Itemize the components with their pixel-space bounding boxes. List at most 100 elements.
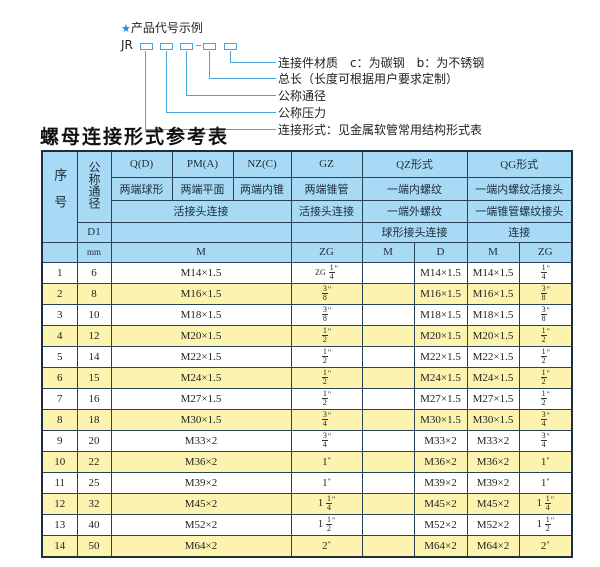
header-seq-text: 序号 [52,167,68,222]
cell-qg-zg: 3 4 " [518,408,573,431]
cell-m: M24×1.5 [110,366,292,389]
numerator: 1 [321,389,328,399]
cell-qz-d: M27×1.5 [413,387,468,410]
cell-qz-m [361,387,415,410]
inch-mark: " [327,390,332,399]
whole-part: 1 [322,455,328,468]
cell-m: M39×2 [110,471,292,494]
legend-connection-type: 连接形式：见金属软管常用结构形式表 [278,123,483,137]
table-row: 12 32 M45×2 1 1 4 " M45×2 M45×2 1 1 4 " [41,492,573,515]
legend-title: ★产品代号示例 [121,19,203,36]
denominator: 2 [541,398,546,407]
cell-seq: 10 [41,450,78,473]
code-box [224,43,237,50]
inch-mark: " [546,306,550,315]
inch-mark: " [546,264,550,273]
cell-qz-d: M64×2 [413,534,468,557]
cell-d1: 8 [76,282,112,305]
whole-part: 1 [317,497,324,510]
table-row: 3 10 M18×1.5 3 8 " M18×1.5 M18×1.5 3 8 " [41,303,573,326]
header-seq: 序号 [41,150,78,243]
cell-seq: 6 [41,366,78,389]
cell-d1: 32 [76,492,112,515]
numerator: 1 [328,263,335,273]
cell-qz-d: M33×2 [413,429,468,452]
cell-qz-m [361,261,415,284]
cell-d1: 25 [76,471,112,494]
cell-zg: 1 2 " [290,345,363,368]
leader-line [186,51,276,96]
legend-nominal-diameter: 公称通径 [278,89,327,103]
cell-qz-m [361,534,415,557]
cell-qz-d: M16×1.5 [413,282,468,305]
cell-m: M33×2 [110,429,292,452]
code-box [203,43,216,50]
cell-m: M22×1.5 [110,345,292,368]
numerator: 1 [325,515,332,525]
table-row: 6 15 M24×1.5 1 2 " M24×1.5 M24×1.5 1 2 " [41,366,573,389]
cell-zg: 1 2 " [290,366,363,389]
header-unit-qz-d: D [413,241,468,263]
cell-qg-m: M52×2 [466,513,520,536]
leader-line [209,51,276,79]
cell-qg-zg: 3 8 " [518,303,573,326]
inch-mark: " [546,432,550,441]
cell-d1: 10 [76,303,112,326]
cell-seq: 1 [41,261,78,284]
cell-zg: 1" [290,450,363,473]
table-row: 8 18 M30×1.5 3 4 " M30×1.5 M30×1.5 3 4 " [41,408,573,431]
cell-qz-d: M24×1.5 [413,366,468,389]
code-box [140,43,153,50]
denominator: 8 [541,293,546,302]
cell-qg-zg: 1 4 " [518,261,573,284]
cell-zg: 2" [290,534,363,557]
cell-qg-zg: 3 4 " [518,429,573,452]
table-row: 5 14 M22×1.5 1 2 " M22×1.5 M22×1.5 1 2 " [41,345,573,368]
numerator: 3 [540,410,547,420]
numerator: 1 [540,347,547,357]
cell-qz-m [361,450,415,473]
cell-m: M27×1.5 [110,387,292,410]
cell-qz-m [361,492,415,515]
cell-zg: 3 4 " [290,408,363,431]
cell-zg: 1 1 2 " [290,513,363,536]
cell-qg-m: M16×1.5 [466,282,520,305]
cell-qg-zg: 1" [518,471,573,494]
numerator: 3 [321,305,328,315]
header-conn: 活接头连接 [290,199,363,223]
denominator: 8 [322,293,327,302]
cell-d1: 14 [76,345,112,368]
cell-qg-m: M64×2 [466,534,520,557]
cell-qg-m: M27×1.5 [466,387,520,410]
denominator: 4 [322,419,327,428]
inch-mark: " [546,539,550,549]
cell-zg: 1 2 " [290,387,363,410]
cell-seq: 9 [41,429,78,452]
cell-qz-m [361,345,415,368]
denominator: 2 [541,335,546,344]
code-dash [196,45,201,46]
cell-seq: 11 [41,471,78,494]
cell-m: M36×2 [110,450,292,473]
cell-d1: 22 [76,450,112,473]
cell-d1: 20 [76,429,112,452]
inch-mark: " [546,390,550,399]
cell-m: M18×1.5 [110,303,292,326]
cell-seq: 2 [41,282,78,305]
numerator: 3 [540,284,547,294]
whole-part: 1 [536,497,542,510]
numerator: 3 [540,431,547,441]
inch-mark: " [327,432,332,441]
table-row: 14 50 M64×2 2" M64×2 M64×2 2" [41,534,573,557]
cell-seq: 7 [41,387,78,410]
cell-seq: 12 [41,492,78,515]
